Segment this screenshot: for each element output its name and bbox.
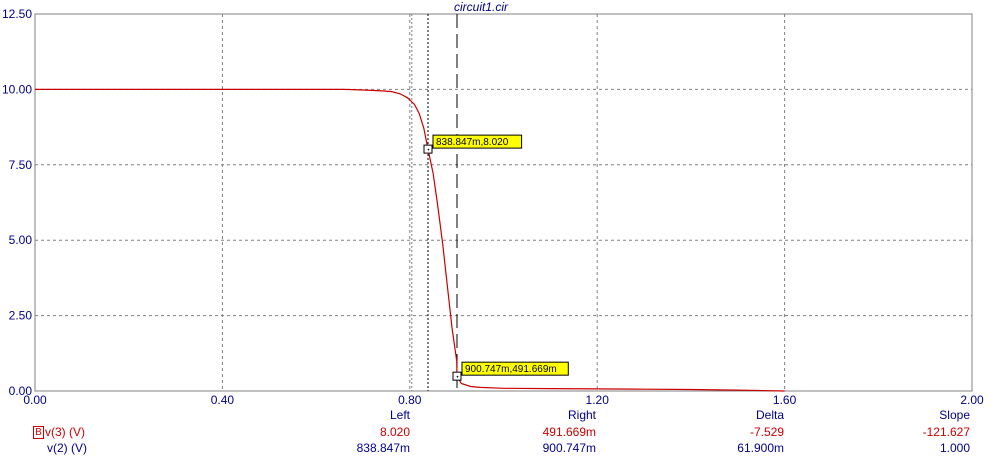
left-cursor-label: 838.847m,8.020 (436, 137, 509, 148)
header-slope: Slope (939, 408, 970, 422)
right-cursor-dot (456, 375, 459, 378)
x-tick-label: 0.00 (23, 393, 47, 407)
y-tick-label: 12.50 (2, 7, 32, 21)
grid-lines (35, 14, 972, 391)
header-left: Left (389, 408, 410, 422)
y-tick-label: 7.50 (9, 158, 33, 172)
row1-delta: -7.529 (749, 425, 784, 439)
right-cursor-label: 900.747m,491.669m (465, 364, 557, 375)
header-right: Right (567, 408, 596, 422)
chart-title: circuit1.cir (454, 0, 509, 14)
y-tick-label: 5.00 (9, 233, 33, 247)
right-cursor-label-box (461, 361, 569, 376)
x-axis-ticks: 0.00 0.40 0.80 1.20 1.60 2.00 (23, 393, 984, 407)
x-tick-label: 0.40 (211, 393, 235, 407)
row2-left: 838.847m (356, 441, 410, 455)
x-tick-label: 2.00 (960, 393, 984, 407)
row2-delta: 61.900m (737, 441, 784, 455)
row1-slope: -121.627 (922, 425, 970, 439)
x-tick-label: 1.20 (586, 393, 610, 407)
cursor-markers[interactable]: 838.847m,8.020 900.747m,491.669m (423, 134, 569, 381)
y-tick-label: 0.00 (9, 384, 33, 398)
left-cursor-dot (427, 148, 430, 151)
y-tick-label: 2.50 (9, 309, 33, 323)
y-tick-label: 10.00 (2, 82, 32, 96)
row1-left: 8.020 (379, 425, 410, 439)
header-delta: Delta (755, 408, 784, 422)
series-layer (35, 88, 785, 392)
left-cursor-label-box (432, 134, 523, 149)
y-axis-ticks: 12.50 10.00 7.50 5.00 2.50 0.00 (2, 7, 32, 398)
row2-right: 900.747m (542, 441, 596, 455)
x-tick-label: 0.80 (398, 393, 422, 407)
row1-label-text: v(3) (V) (45, 425, 85, 439)
row1-box[interactable]: B (33, 426, 44, 440)
cursors[interactable] (427, 14, 458, 391)
plot-frame (34, 13, 973, 392)
row2-label[interactable]: v(2) (V) (47, 441, 87, 455)
row1-right: 491.669m (542, 425, 596, 439)
plot-area[interactable]: circuit1.cir 12.50 10.00 7.50 5.00 2.50 0.00 … (0, 0, 1000, 410)
x-tick-label: 1.60 (773, 393, 797, 407)
series-line-v3 (35, 88, 785, 392)
row2-slope: 1.000 (939, 441, 970, 455)
